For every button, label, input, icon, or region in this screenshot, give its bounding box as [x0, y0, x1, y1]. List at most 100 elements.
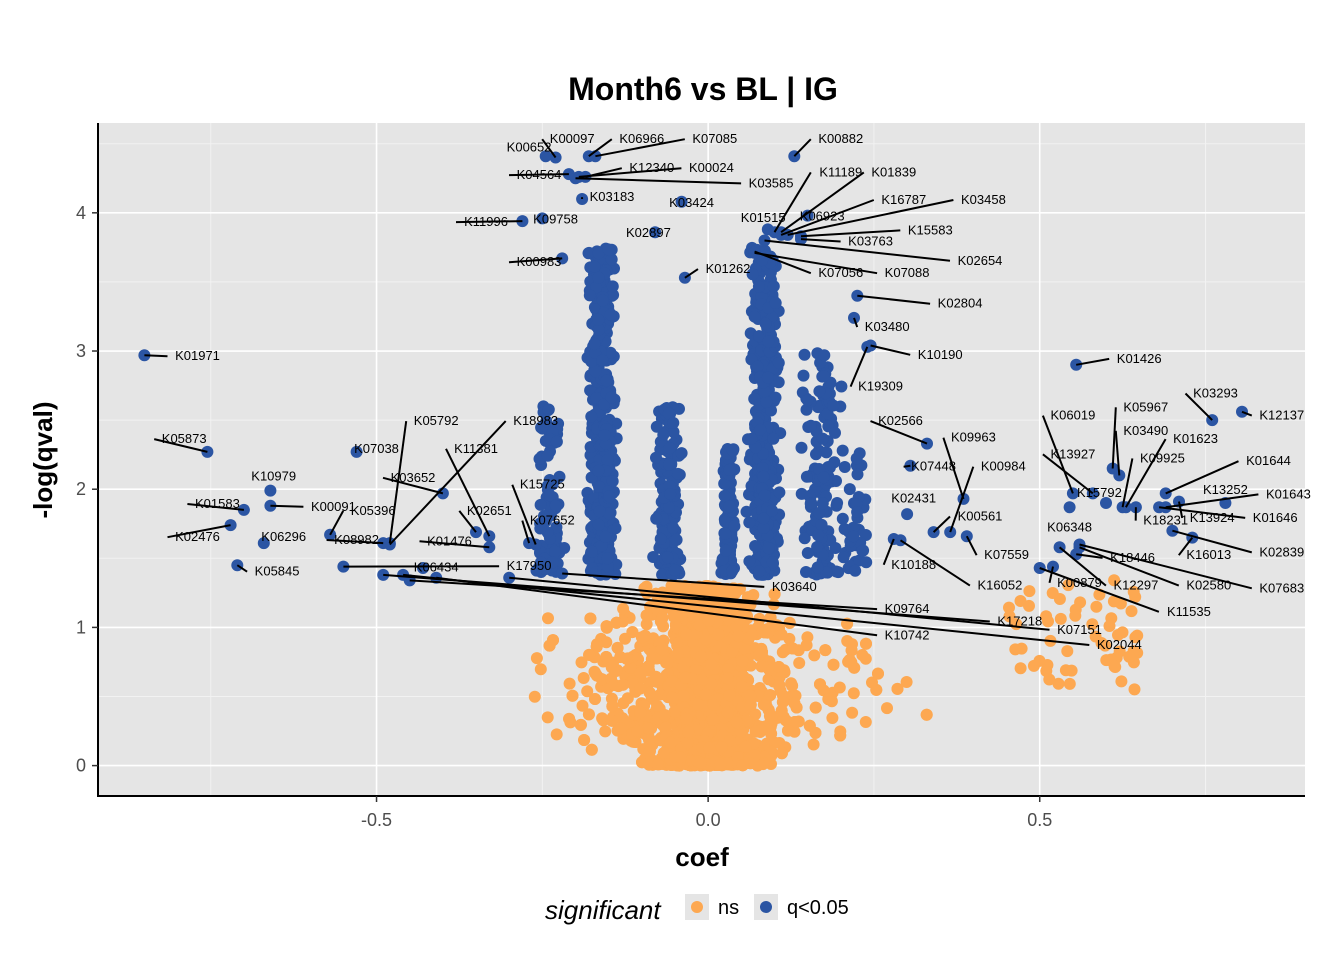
data-point: [1046, 587, 1059, 599]
leader-line: [903, 464, 911, 468]
data-point: [679, 580, 692, 593]
leader-line: [965, 535, 978, 556]
data-point: [726, 444, 739, 457]
data-point: [600, 651, 613, 663]
data-point: [538, 510, 550, 522]
point-label: K01623: [1173, 431, 1218, 446]
data-point: [723, 464, 736, 476]
data-point: [550, 435, 563, 448]
leader-line: [1076, 553, 1103, 559]
point-label: K05967: [1123, 399, 1168, 414]
data-point: [603, 490, 616, 503]
data-point: [657, 747, 670, 759]
leader-line: [445, 448, 491, 537]
legend-dot-ns: [691, 901, 703, 913]
data-point: [707, 698, 720, 711]
data-point: [672, 467, 684, 480]
data-point: [699, 688, 712, 701]
data-point: [769, 297, 782, 309]
data-point: [756, 462, 769, 474]
data-point: [753, 565, 766, 578]
leader-line: [870, 420, 928, 445]
data-point: [837, 551, 850, 564]
point-label: K02476: [175, 529, 220, 544]
data-point: [745, 432, 758, 445]
data-point: [563, 712, 576, 725]
data-point: [667, 416, 680, 429]
data-point: [680, 712, 693, 725]
data-point: [830, 565, 843, 578]
data-point: [546, 556, 559, 569]
point-label: K02044: [1097, 637, 1142, 652]
data-point: [722, 663, 735, 676]
data-point: [772, 661, 785, 673]
data-point: [743, 516, 756, 529]
data-point: [723, 689, 736, 702]
data-point: [656, 568, 669, 581]
data-point: [745, 628, 758, 641]
data-point: [663, 442, 676, 455]
data-point: [762, 335, 775, 348]
data-point: [786, 679, 799, 692]
point-label: K03652: [391, 470, 436, 485]
data-point: [592, 313, 605, 326]
data-point: [804, 419, 817, 432]
point-label: K01262: [706, 261, 751, 276]
data-point: [744, 699, 757, 712]
point-label: K16787: [881, 192, 926, 207]
data-point: [847, 687, 860, 700]
data-point: [670, 533, 683, 546]
y-tick-label: 0: [76, 756, 86, 776]
point-label: K13924: [1190, 510, 1235, 525]
data-point: [694, 756, 707, 769]
leader-line: [1172, 529, 1253, 554]
point-label: K03490: [1123, 423, 1168, 438]
data-point: [1059, 664, 1072, 677]
point-label: K03480: [865, 319, 910, 334]
data-point: [845, 644, 858, 657]
leader-line: [1178, 536, 1194, 556]
leader-line: [436, 576, 878, 637]
data-point: [767, 432, 780, 445]
data-point: [812, 529, 825, 542]
point-label: K01515: [741, 210, 786, 225]
data-point: [764, 689, 777, 702]
data-point: [773, 680, 786, 693]
leader-line: [800, 238, 841, 243]
leader-line: [575, 177, 742, 185]
data-point: [662, 407, 675, 420]
leader-line: [382, 476, 444, 495]
point-label: K00561: [958, 509, 1003, 524]
data-point: [643, 686, 656, 699]
data-point: [549, 545, 562, 558]
point-label: K07652: [530, 513, 575, 528]
point-label: K07683: [1259, 580, 1304, 595]
data-point: [827, 658, 840, 671]
data-point: [860, 556, 873, 569]
data-point: [647, 551, 660, 563]
point-label: K16052: [977, 578, 1022, 593]
data-point: [1014, 595, 1027, 607]
data-point: [1003, 601, 1015, 614]
data-point: [1115, 675, 1128, 688]
data-point: [578, 734, 591, 746]
data-point: [634, 682, 647, 695]
point-label: K06296: [261, 529, 306, 544]
data-point: [700, 633, 713, 646]
data-point: [528, 690, 541, 703]
point-label: K01426: [1117, 351, 1162, 366]
leader-line: [853, 317, 859, 328]
data-point: [827, 399, 840, 412]
point-label: K18983: [513, 413, 558, 428]
point-label: K02651: [467, 503, 512, 518]
data-point: [585, 743, 598, 756]
data-point: [667, 426, 680, 438]
labeled-point: [350, 445, 363, 458]
leader-line: [402, 573, 1090, 646]
point-label: K05873: [162, 431, 207, 446]
data-point: [530, 652, 543, 665]
data-point: [609, 522, 622, 535]
data-point: [773, 486, 786, 499]
data-point: [859, 716, 872, 728]
data-point: [583, 246, 596, 259]
